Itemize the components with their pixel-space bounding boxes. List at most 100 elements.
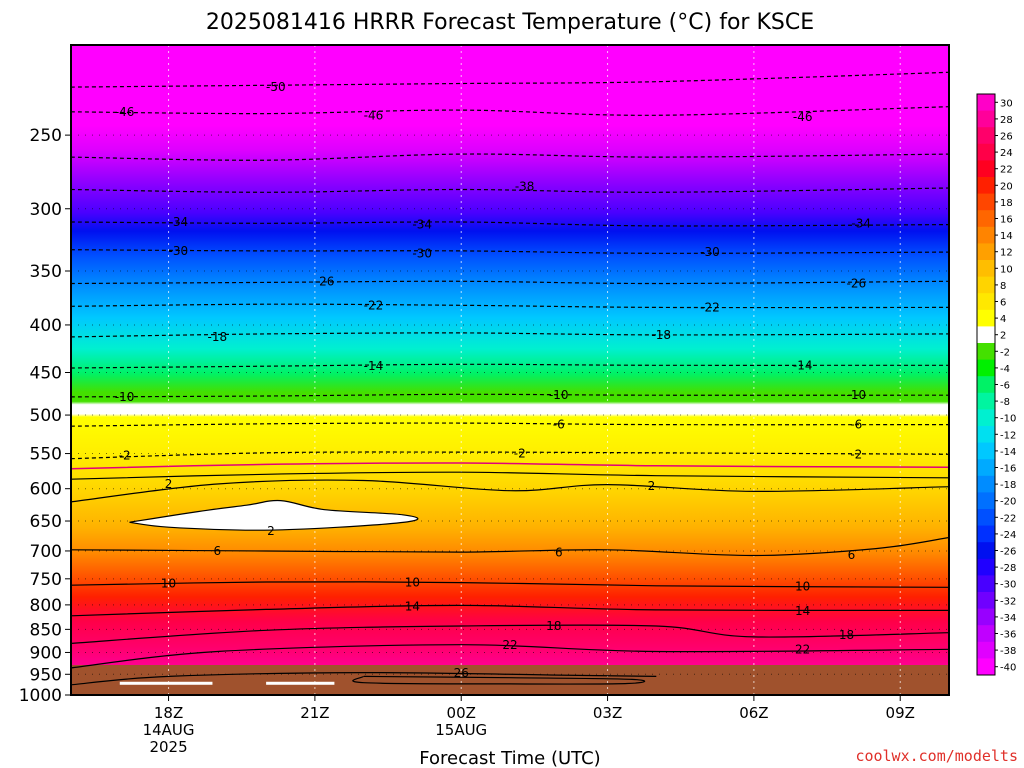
y-tick-label: 400 bbox=[30, 316, 62, 336]
colorbar-swatch bbox=[977, 492, 995, 510]
colorbar-swatch bbox=[977, 359, 995, 377]
isotherm-label: -6 bbox=[850, 418, 862, 432]
isotherm-2 bbox=[71, 471, 949, 480]
isotherm-label: -14 bbox=[793, 358, 813, 372]
isotherm-label: -30 bbox=[169, 244, 189, 258]
colorbar-swatch bbox=[977, 326, 995, 344]
isotherm-18 bbox=[71, 624, 949, 644]
colorbar-label: -8 bbox=[1000, 397, 1010, 408]
isotherm-label: -10 bbox=[847, 388, 867, 402]
colorbar-swatch bbox=[977, 193, 995, 211]
y-tick-label: 550 bbox=[30, 445, 62, 465]
isotherm-label: -2 bbox=[850, 447, 862, 461]
plot-area: -50-46 -46 -46-38-34 -34 -34-30 -30 -30-26 -26-… bbox=[70, 44, 950, 696]
colorbar-label: -24 bbox=[1000, 530, 1016, 541]
colorbar-swatch bbox=[977, 658, 995, 676]
isotherm-contours bbox=[71, 71, 949, 686]
colorbar-label: -28 bbox=[1000, 563, 1016, 574]
isotherm-22 bbox=[71, 644, 949, 669]
isotherm-label: -22 bbox=[700, 300, 720, 314]
plot-frame bbox=[70, 44, 950, 696]
colorbar-label: 20 bbox=[1000, 181, 1013, 192]
x-tick-label: 18Z bbox=[154, 704, 183, 722]
isotherm-label: -6 bbox=[553, 418, 565, 432]
colorbar-label: 4 bbox=[1000, 314, 1006, 325]
isotherm-label: 14 bbox=[405, 599, 420, 613]
colorbar-label: -2 bbox=[1000, 347, 1010, 358]
colorbar-label: -30 bbox=[1000, 580, 1016, 591]
isotherm-label: -30 bbox=[700, 245, 720, 259]
colorbar-swatch bbox=[977, 475, 995, 493]
colorbar-swatch bbox=[977, 110, 995, 128]
y-tick-label: 800 bbox=[30, 596, 62, 616]
colorbar-label: -34 bbox=[1000, 613, 1016, 624]
y-tick-label: 450 bbox=[30, 364, 62, 384]
colorbar-label: -14 bbox=[1000, 447, 1016, 458]
colorbar-swatch bbox=[977, 459, 995, 477]
chart-title: 2025081416 HRRR Forecast Temperature (°C… bbox=[206, 10, 814, 35]
isotherm-label: 10 bbox=[161, 577, 176, 591]
colorbar-label: 2 bbox=[1000, 331, 1006, 342]
colorbar-swatch bbox=[977, 625, 995, 643]
colorbar-label: -20 bbox=[1000, 497, 1016, 508]
colorbar-label: -18 bbox=[1000, 480, 1016, 491]
colorbar-swatch bbox=[977, 426, 995, 443]
colorbar-label: 16 bbox=[1000, 215, 1013, 226]
x-tick-label: 06Z bbox=[739, 704, 768, 722]
colorbar-swatch bbox=[977, 160, 995, 178]
isotherm-labels: -50-46 -46 -46-38-34 -34 -34-30 -30 -30-26 -26-… bbox=[115, 80, 871, 680]
y-tick-label: 900 bbox=[30, 643, 62, 663]
isotherm-label: 22 bbox=[502, 638, 517, 652]
isotherm-label: -38 bbox=[515, 180, 535, 194]
isotherm-label: -2 bbox=[119, 449, 131, 463]
x-tick-label: 00Z bbox=[447, 704, 476, 722]
credit-text: coolwx.com/modelts bbox=[855, 747, 1018, 765]
x-tick-label: 14AUG bbox=[143, 721, 195, 739]
colorbar-label: 18 bbox=[1000, 198, 1013, 209]
colorbar-swatch bbox=[977, 592, 995, 609]
isotherm-2 bbox=[71, 479, 949, 503]
isotherm-label: 10 bbox=[795, 579, 810, 593]
x-tick-label: 09Z bbox=[886, 704, 915, 722]
gridlines bbox=[71, 45, 949, 695]
isotherm-6 bbox=[71, 536, 949, 557]
x-tick-label: 15AUG bbox=[435, 721, 487, 739]
isotherm-label: 26 bbox=[454, 666, 469, 680]
colorbar-swatch bbox=[977, 94, 995, 111]
surface-patch bbox=[266, 681, 335, 685]
colorbar-label: 24 bbox=[1000, 148, 1013, 159]
colorbar-label: 10 bbox=[1000, 264, 1013, 275]
isotherm-label: -26 bbox=[315, 274, 335, 288]
isotherm-label: 6 bbox=[848, 548, 856, 562]
colorbar-label: -36 bbox=[1000, 630, 1016, 641]
colorbar-swatch bbox=[977, 608, 995, 626]
isotherm-label: 2 bbox=[267, 524, 275, 538]
colorbar-swatch bbox=[977, 276, 995, 294]
isotherm-label: -2 bbox=[514, 447, 526, 461]
y-tick-label: 300 bbox=[30, 200, 62, 220]
colorbar-swatch bbox=[977, 260, 995, 277]
x-tick-label: 03Z bbox=[593, 704, 622, 722]
isotherm-label: 6 bbox=[555, 546, 563, 560]
colorbar-legend: 30 28 26 24 22 20 18 16 14 12 10 8 6 4 2 -2 -4 -6 -8 -10 -12… bbox=[976, 93, 1016, 676]
y-tick-label: 250 bbox=[30, 126, 62, 146]
colorbar-label: 28 bbox=[1000, 115, 1013, 126]
colorbar-label: -4 bbox=[1000, 364, 1010, 375]
x-tick-label: 21Z bbox=[300, 704, 329, 722]
isotherm-label: -50 bbox=[266, 80, 286, 94]
freezing-level-line bbox=[71, 462, 949, 470]
isotherm-label: 10 bbox=[405, 576, 420, 590]
isotherm-26 bbox=[71, 671, 657, 686]
surface-patch bbox=[119, 681, 213, 685]
isotherm-label: -14 bbox=[364, 359, 384, 373]
colorbar-swatch bbox=[977, 309, 995, 327]
colorbar-label: 26 bbox=[1000, 132, 1013, 143]
colorbar-swatch bbox=[977, 243, 995, 261]
isotherm-label: 14 bbox=[795, 604, 810, 618]
y-tick-label: 500 bbox=[30, 406, 62, 426]
isotherm-label: -34 bbox=[169, 215, 189, 229]
isotherm-2-closed-contour bbox=[129, 499, 419, 531]
colorbar-label: 12 bbox=[1000, 248, 1013, 259]
isotherm-label: -46 bbox=[115, 105, 135, 119]
